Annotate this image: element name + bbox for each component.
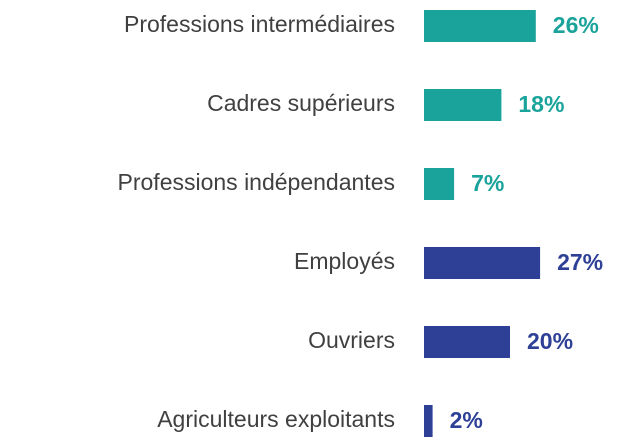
category-label: Ouvriers [308, 327, 395, 353]
category-label: Agriculteurs exploitants [157, 406, 395, 432]
value-label: 20% [527, 328, 573, 354]
value-label: 27% [557, 249, 603, 275]
bar [424, 405, 433, 437]
category-label: Professions indépendantes [118, 169, 395, 195]
value-label: 7% [471, 170, 504, 196]
bar [424, 168, 455, 200]
category-label: Cadres supérieurs [207, 90, 395, 116]
value-label: 26% [553, 12, 599, 38]
bar [424, 10, 536, 42]
bar [424, 89, 502, 121]
bar [424, 326, 510, 358]
category-label: Employés [294, 248, 395, 274]
value-label: 2% [450, 407, 483, 433]
value-label: 18% [518, 91, 564, 117]
category-label: Professions intermédiaires [124, 11, 395, 37]
bar [424, 247, 541, 279]
